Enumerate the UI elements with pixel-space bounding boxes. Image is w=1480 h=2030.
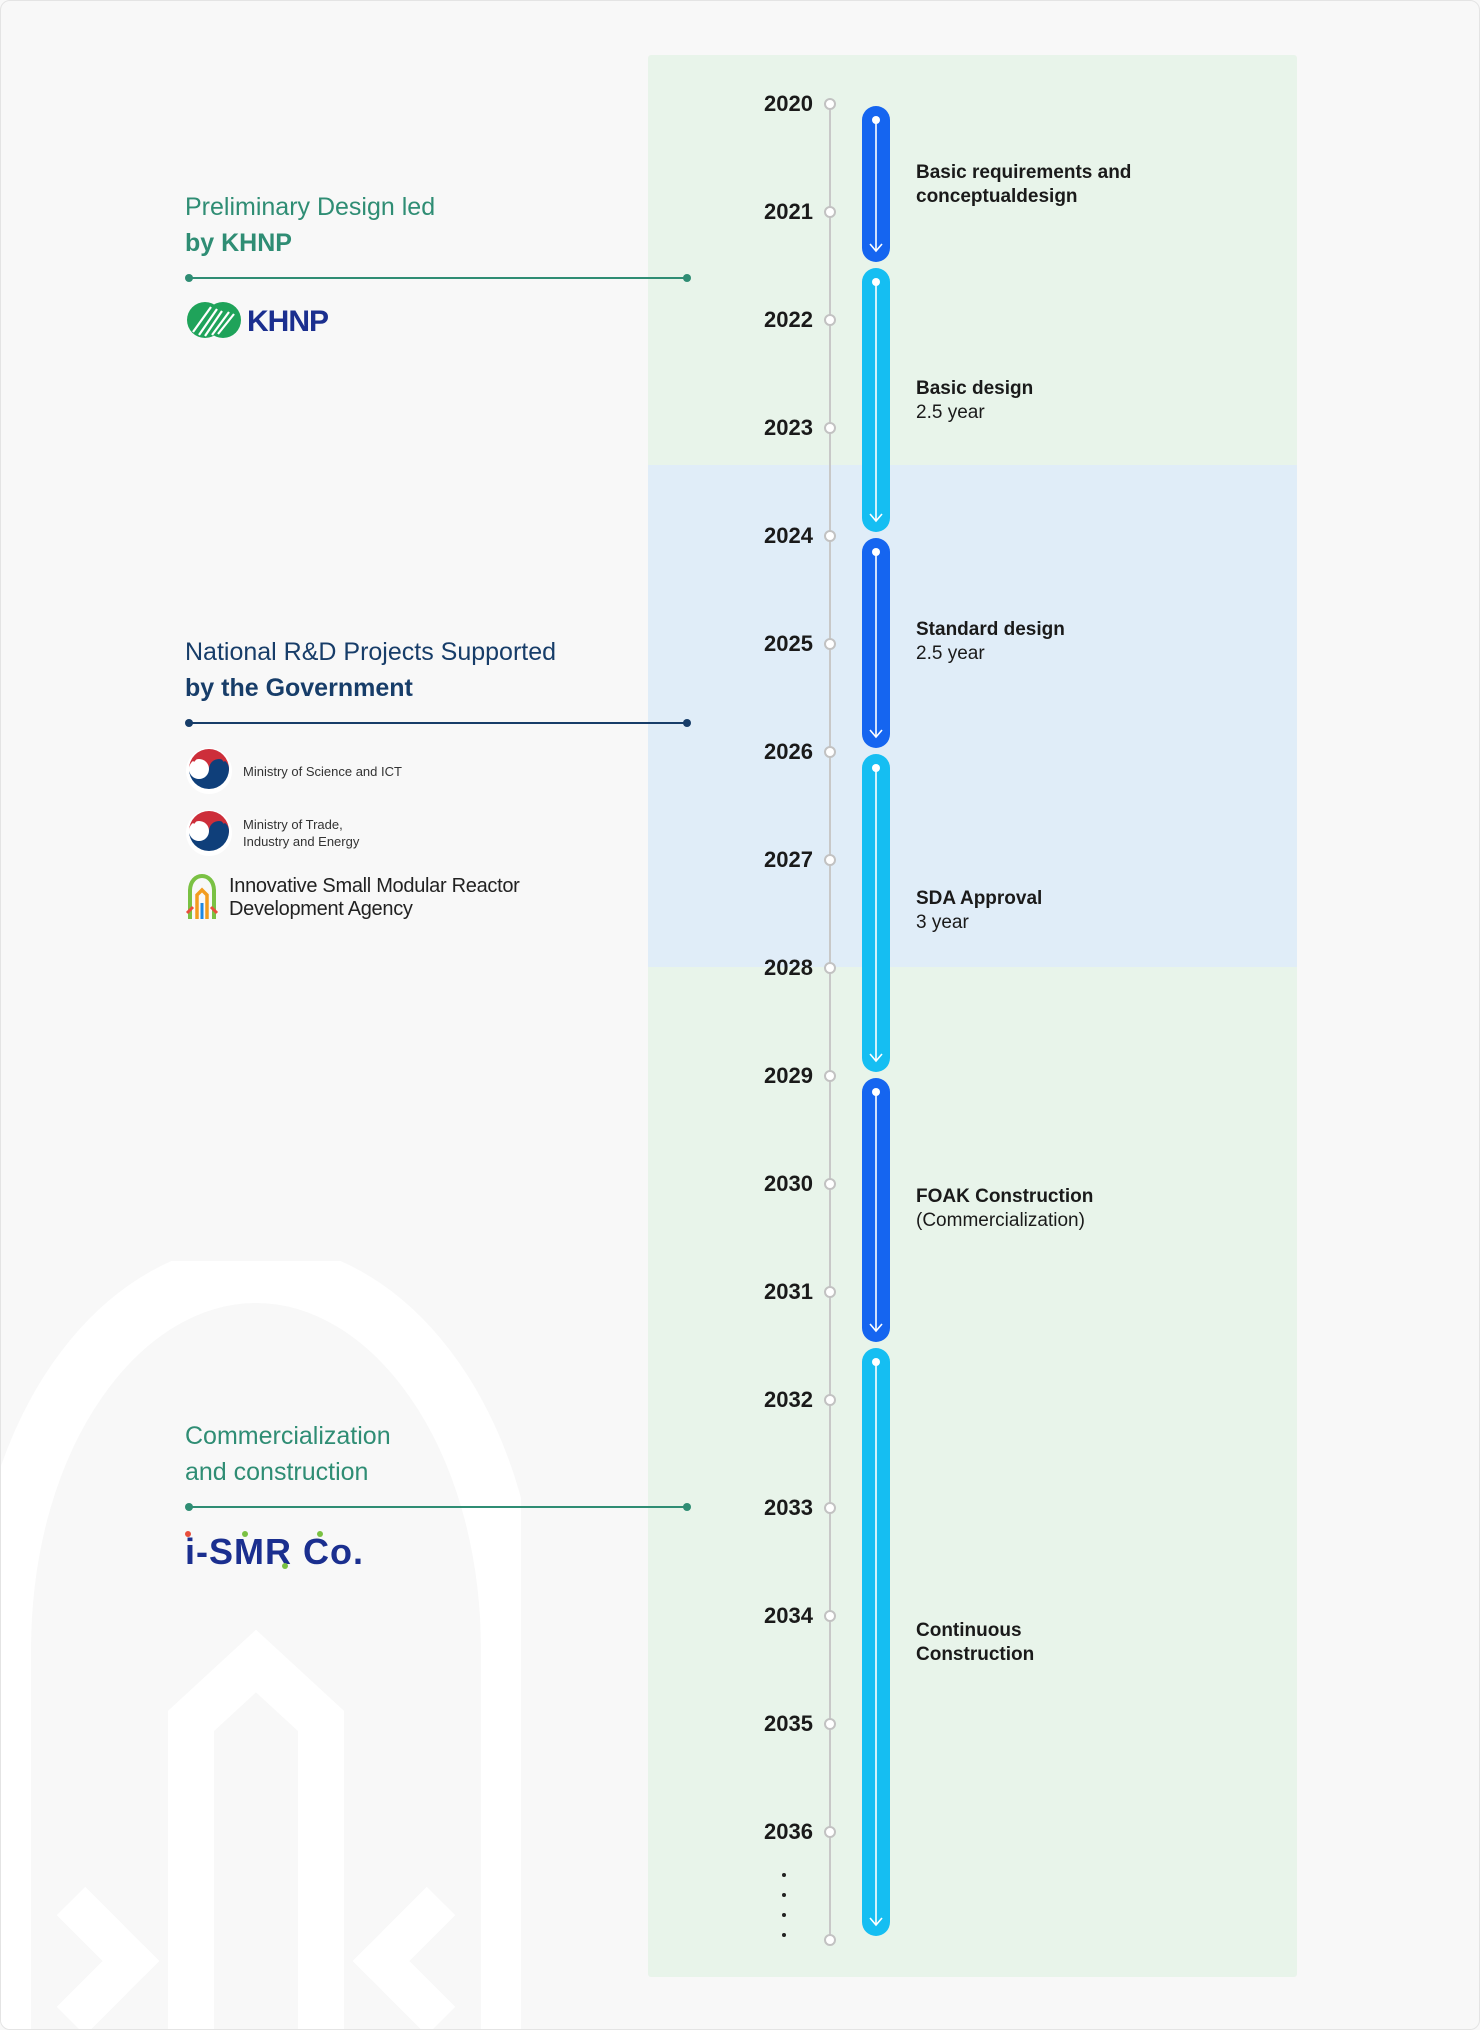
year-tick-2029 bbox=[824, 1070, 836, 1082]
agency-logo: Innovative Small Modular Reactor Develop… bbox=[185, 873, 520, 923]
year-label-2022: 2022 bbox=[764, 307, 813, 332]
year-tick-2025 bbox=[824, 638, 836, 650]
section-national-rnd: National R&D Projects Supported by the G… bbox=[185, 634, 691, 728]
year-tick-2032 bbox=[824, 1394, 836, 1406]
watermark-graphic bbox=[1, 1261, 521, 2029]
phase-label-foak-construction: FOAK Construction (Commercialization) bbox=[916, 1186, 1094, 1231]
year-tick-2023 bbox=[824, 422, 836, 434]
year-label-2035: 2035 bbox=[764, 1711, 813, 1736]
phase-bar-5 bbox=[862, 1078, 890, 1342]
year-tick-2020 bbox=[824, 98, 836, 110]
year-label-2020: 2020 bbox=[764, 91, 813, 116]
year-tick-2030 bbox=[824, 1178, 836, 1190]
year-label-2027: 2027 bbox=[764, 847, 813, 872]
year-tick-2024 bbox=[824, 530, 836, 542]
ismr-logo: i-SMR Co. bbox=[185, 1528, 385, 1577]
agency-emblem-icon bbox=[185, 873, 219, 919]
year-tick-2031 bbox=[824, 1286, 836, 1298]
year-label-2034: 2034 bbox=[764, 1603, 813, 1628]
section-title-line2: by the Government bbox=[185, 674, 413, 702]
year-label-2036: 2036 bbox=[764, 1819, 813, 1844]
section-commercialization: Commercialization and construction bbox=[185, 1418, 691, 1512]
continuation-dots bbox=[782, 1873, 788, 1953]
phase-label-basic-design: Basic design 2.5 year bbox=[916, 378, 1034, 423]
ismr-logo-text: i-SMR Co. bbox=[185, 1531, 364, 1572]
taegeuk-emblem-icon bbox=[186, 810, 232, 856]
year-label-2026: 2026 bbox=[764, 739, 813, 764]
year-label-2029: 2029 bbox=[764, 1063, 813, 1088]
year-tick-2036 bbox=[824, 1826, 836, 1838]
year-tick-2035 bbox=[824, 1718, 836, 1730]
agency-name: Innovative Small Modular Reactor Develop… bbox=[229, 875, 520, 920]
phase-label-continuous-construction: Continuous Construction bbox=[916, 1620, 1035, 1665]
section-title-line1: Commercialization bbox=[185, 1422, 391, 1450]
year-tick-2028 bbox=[824, 962, 836, 974]
year-tick-2021 bbox=[824, 206, 836, 218]
year-tick-2026 bbox=[824, 746, 836, 758]
year-label-2033: 2033 bbox=[764, 1495, 813, 1520]
year-label-2024: 2024 bbox=[764, 523, 813, 548]
year-tick-2027 bbox=[824, 854, 836, 866]
down-arrow-icon bbox=[869, 278, 883, 523]
axis-end-tick bbox=[824, 1934, 836, 1946]
taegeuk-emblem-icon bbox=[186, 748, 232, 794]
phase-bar-2 bbox=[862, 268, 890, 532]
year-label-2032: 2032 bbox=[764, 1387, 813, 1412]
phase-label-standard-design: Standard design 2.5 year bbox=[916, 619, 1065, 664]
year-label-2023: 2023 bbox=[764, 415, 813, 440]
section-preliminary-design: Preliminary Design led by KHNP bbox=[185, 189, 691, 283]
year-label-2030: 2030 bbox=[764, 1171, 813, 1196]
year-label-2031: 2031 bbox=[764, 1279, 813, 1304]
government-phase-band bbox=[648, 465, 1297, 967]
ministry-science-ict-logo: Ministry of Science and ICT bbox=[185, 747, 402, 795]
section-title-line1: Preliminary Design led bbox=[185, 193, 436, 221]
year-tick-2034 bbox=[824, 1610, 836, 1622]
connector-line bbox=[185, 1502, 691, 1512]
phase-bar-3 bbox=[862, 538, 890, 748]
phase-label-sda-approval: SDA Approval 3 year bbox=[916, 888, 1043, 933]
down-arrow-icon bbox=[869, 116, 883, 253]
ministry-trade-name: Ministry of Trade, Industry and Energy bbox=[243, 817, 360, 849]
timeline-axis bbox=[829, 103, 831, 1941]
year-label-2021: 2021 bbox=[764, 199, 813, 224]
phase-bar-4 bbox=[862, 754, 890, 1072]
ministry-science-ict-name: Ministry of Science and ICT bbox=[243, 763, 402, 779]
down-arrow-icon bbox=[869, 1088, 883, 1333]
khnp-logo: KHNP bbox=[185, 299, 365, 346]
section-title-line1: National R&D Projects Supported bbox=[185, 638, 557, 666]
phase-bar-1 bbox=[862, 106, 890, 262]
year-tick-2033 bbox=[824, 1502, 836, 1514]
phase-label-basic-requirements: Basic requirements and conceptualdesign bbox=[916, 162, 1132, 207]
timeline-panel bbox=[648, 55, 1297, 1977]
section-title-line2: by KHNP bbox=[185, 229, 292, 257]
khnp-logo-text: KHNP bbox=[247, 305, 328, 338]
section-title-line2: and construction bbox=[185, 1458, 369, 1486]
down-arrow-icon bbox=[869, 1358, 883, 1927]
year-label-2025: 2025 bbox=[764, 631, 813, 656]
connector-line bbox=[185, 273, 691, 283]
down-arrow-icon bbox=[869, 764, 883, 1063]
year-tick-2022 bbox=[824, 314, 836, 326]
phase-bar-6 bbox=[862, 1348, 890, 1936]
down-arrow-icon bbox=[869, 548, 883, 739]
ministry-trade-logo: Ministry of Trade, Industry and Energy bbox=[185, 809, 359, 857]
year-label-2028: 2028 bbox=[764, 955, 813, 980]
connector-line bbox=[185, 718, 691, 728]
